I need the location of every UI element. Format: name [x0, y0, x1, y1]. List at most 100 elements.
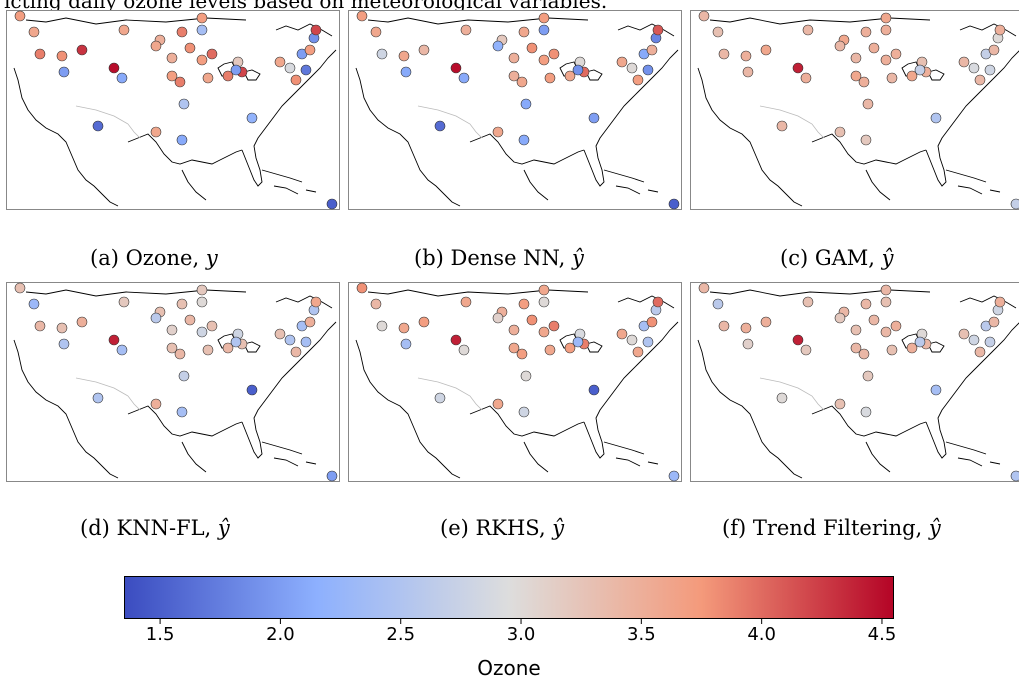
station-point	[460, 24, 472, 36]
map-frame	[6, 10, 340, 210]
station-point	[984, 64, 996, 76]
map-frame	[348, 282, 682, 482]
station-point	[742, 66, 754, 78]
station-point	[370, 26, 382, 38]
station-point	[290, 346, 302, 358]
station-point	[930, 112, 942, 124]
station-point	[776, 392, 788, 404]
map-frame	[690, 10, 1019, 210]
station-point	[930, 384, 942, 396]
panel-label-a: (a) Ozone, y	[90, 246, 218, 270]
station-point	[626, 334, 638, 346]
station-point	[202, 72, 214, 84]
station-point	[230, 64, 242, 76]
station-point	[166, 70, 178, 82]
station-point	[1010, 470, 1019, 482]
station-point	[880, 284, 892, 296]
station-point	[914, 336, 926, 348]
station-point	[196, 54, 208, 66]
station-point	[880, 326, 892, 338]
map-panel-e	[348, 282, 682, 482]
station-point	[974, 74, 986, 86]
station-point	[196, 284, 208, 296]
station-point	[974, 346, 986, 358]
station-point	[150, 312, 162, 324]
station-point	[284, 334, 296, 346]
station-point	[632, 74, 644, 86]
station-point	[646, 316, 658, 328]
panel-label-d: (d) KNN-FL, ŷ	[80, 516, 230, 540]
station-point	[58, 338, 70, 350]
station-point	[538, 54, 550, 66]
station-point	[176, 406, 188, 418]
map-frame	[348, 10, 682, 210]
station-point	[310, 24, 322, 36]
station-point	[860, 406, 872, 418]
figure-caption-fragment: icting daily ozone levels based on meteo…	[4, 0, 608, 13]
station-point	[118, 296, 130, 308]
station-point	[398, 50, 410, 62]
station-point	[862, 370, 874, 382]
map-svg	[6, 10, 340, 210]
station-point	[616, 328, 628, 340]
station-point	[184, 42, 196, 54]
station-point	[28, 26, 40, 38]
map-svg	[690, 10, 1019, 210]
station-point	[246, 112, 258, 124]
station-point	[196, 24, 208, 36]
station-point	[492, 126, 504, 138]
country-border	[75, 105, 141, 139]
station-point	[116, 72, 128, 84]
map-frame	[6, 282, 340, 482]
station-point	[572, 64, 584, 76]
station-point	[860, 298, 872, 310]
station-point	[108, 62, 120, 74]
station-point	[1010, 198, 1019, 210]
station-point	[906, 70, 918, 82]
map-panel-f	[690, 282, 1019, 482]
panel-label-b: (b) Dense NN, ŷ	[414, 246, 584, 270]
station-point	[880, 12, 892, 24]
station-point	[518, 134, 530, 146]
station-point	[196, 12, 208, 24]
station-point	[516, 348, 528, 360]
station-point	[174, 76, 186, 88]
station-point	[886, 72, 898, 84]
station-point	[860, 134, 872, 146]
station-point	[196, 326, 208, 338]
station-point	[118, 24, 130, 36]
map-svg	[690, 282, 1019, 482]
station-point	[850, 342, 862, 354]
station-point	[860, 26, 872, 38]
station-point	[538, 12, 550, 24]
station-point	[776, 120, 788, 132]
station-point	[34, 48, 46, 60]
station-point	[572, 336, 584, 348]
country-border	[417, 377, 483, 411]
station-point	[206, 320, 218, 332]
station-point	[890, 320, 902, 332]
station-point	[668, 198, 680, 210]
station-point	[544, 344, 556, 356]
colorbar-tick-label: 4.5	[867, 624, 897, 645]
station-point	[398, 322, 410, 334]
station-point	[274, 328, 286, 340]
station-point	[652, 296, 664, 308]
station-point	[880, 24, 892, 36]
station-point	[176, 26, 188, 38]
station-point	[800, 344, 812, 356]
station-point	[356, 282, 368, 294]
colorbar-tick-label: 2.5	[386, 624, 416, 645]
station-point	[698, 10, 710, 22]
station-point	[526, 42, 538, 54]
station-point	[310, 296, 322, 308]
station-point	[520, 370, 532, 382]
map-panel-d	[6, 282, 340, 482]
station-point	[588, 112, 600, 124]
station-point	[434, 120, 446, 132]
station-point	[400, 338, 412, 350]
station-point	[176, 298, 188, 310]
station-point	[802, 296, 814, 308]
station-point	[28, 298, 40, 310]
station-point	[906, 342, 918, 354]
